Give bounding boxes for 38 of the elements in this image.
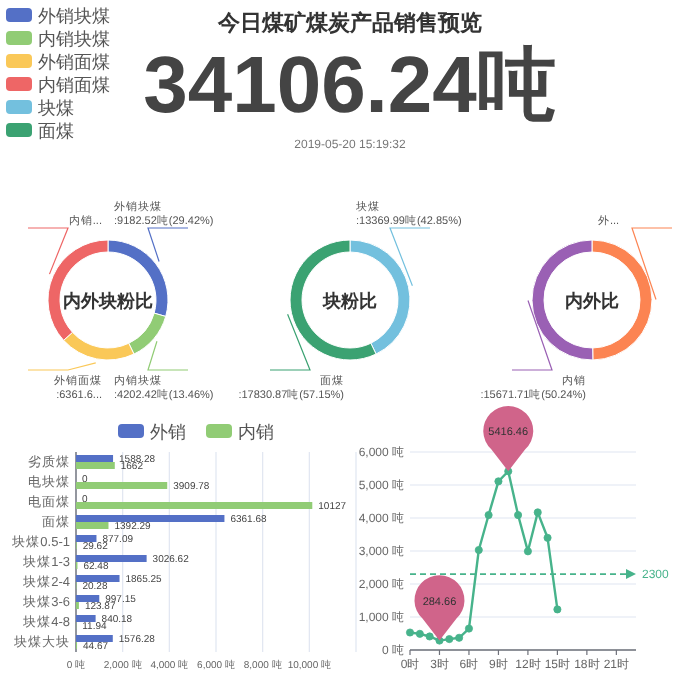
bar (76, 615, 96, 622)
point (464, 624, 473, 633)
point (455, 633, 464, 642)
point (494, 477, 503, 486)
point (533, 508, 542, 517)
legend-label: 内销 (238, 422, 274, 442)
bar (76, 462, 115, 469)
point (514, 511, 523, 520)
text: 内外比 (565, 291, 619, 311)
bar (76, 515, 225, 522)
bar (76, 522, 109, 529)
legend-label: 内销面煤 (38, 75, 110, 95)
point (415, 629, 424, 638)
legend-label: 内销块煤 (38, 29, 110, 49)
point (484, 511, 493, 520)
point (523, 547, 532, 556)
text: 内外块粉比 (63, 291, 153, 311)
text: 34106.24吨 (143, 42, 557, 130)
legend-label: 外销块煤 (38, 6, 110, 26)
bar (76, 635, 113, 642)
bar (76, 535, 97, 542)
legend-label: 外销面煤 (38, 52, 110, 72)
point (553, 605, 562, 614)
bar (76, 482, 168, 489)
point (543, 533, 552, 542)
text: 今日煤矿煤炭产品销售预览 (216, 10, 482, 36)
bar (76, 575, 120, 582)
legend-label: 外销 (150, 422, 186, 442)
point (445, 635, 454, 644)
bar (76, 455, 114, 462)
legend-label: 块煤 (36, 98, 74, 118)
point (425, 632, 434, 641)
bar (76, 595, 100, 602)
point (406, 628, 414, 637)
bar (76, 555, 147, 562)
point (474, 546, 483, 555)
text: 块粉比 (321, 291, 377, 311)
bar (76, 502, 313, 509)
